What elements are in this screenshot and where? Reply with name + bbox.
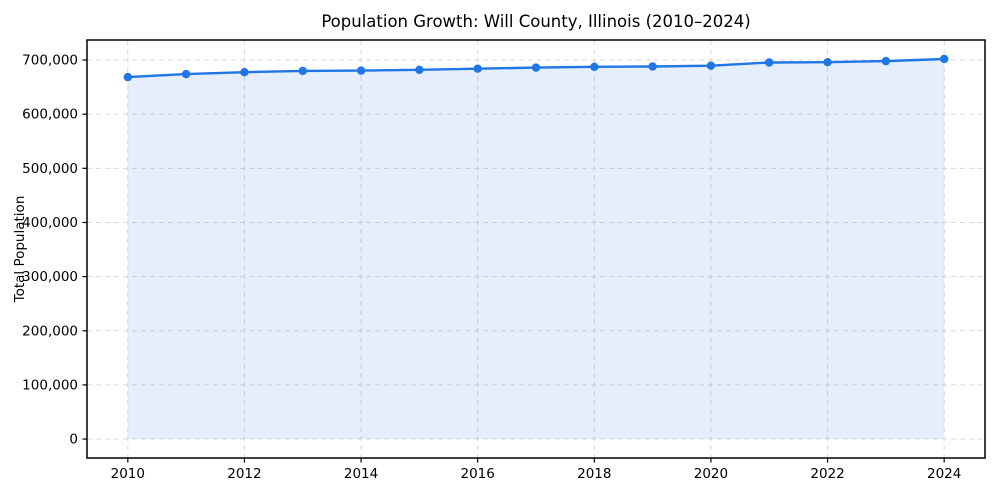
y-tick-label: 700,000	[22, 53, 78, 69]
y-tick-label: 600,000	[22, 107, 78, 123]
y-tick-label: 0	[69, 432, 78, 448]
data-point-marker	[298, 66, 307, 76]
data-point-marker	[473, 64, 482, 73]
x-tick-label: 2022	[810, 466, 844, 482]
y-tick-label: 100,000	[22, 377, 78, 393]
y-axis-title: Total Population	[12, 195, 28, 303]
plot-frame	[86, 39, 986, 459]
y-tick-label: 200,000	[22, 323, 78, 339]
chart-title: Population Growth: Will County, Illinois…	[321, 12, 751, 31]
y-tick-label: 300,000	[22, 269, 78, 285]
data-point-marker	[706, 61, 716, 70]
x-tick-label: 2014	[344, 466, 378, 482]
data-point-marker	[181, 69, 191, 79]
data-point-marker	[823, 58, 832, 67]
x-tick-label: 2010	[111, 466, 145, 482]
data-point-marker	[940, 54, 949, 64]
data-point-marker	[590, 62, 599, 71]
x-tick-label: 2018	[577, 466, 611, 482]
data-point-marker	[123, 72, 132, 82]
y-tick-label: 400,000	[22, 215, 78, 231]
data-point-marker	[881, 56, 891, 66]
x-tick-label: 2012	[227, 466, 261, 482]
data-point-marker	[356, 66, 366, 75]
x-tick-label: 2016	[461, 466, 495, 482]
y-tick-label: 500,000	[22, 161, 78, 177]
data-point-marker	[765, 58, 774, 67]
area-fill	[127, 59, 945, 439]
x-tick-label: 2024	[927, 466, 961, 482]
data-point-marker	[531, 63, 541, 72]
data-point-marker	[415, 65, 424, 75]
data-point-marker	[240, 68, 249, 77]
data-point-marker	[648, 62, 657, 71]
x-tick-label: 2020	[694, 466, 728, 482]
